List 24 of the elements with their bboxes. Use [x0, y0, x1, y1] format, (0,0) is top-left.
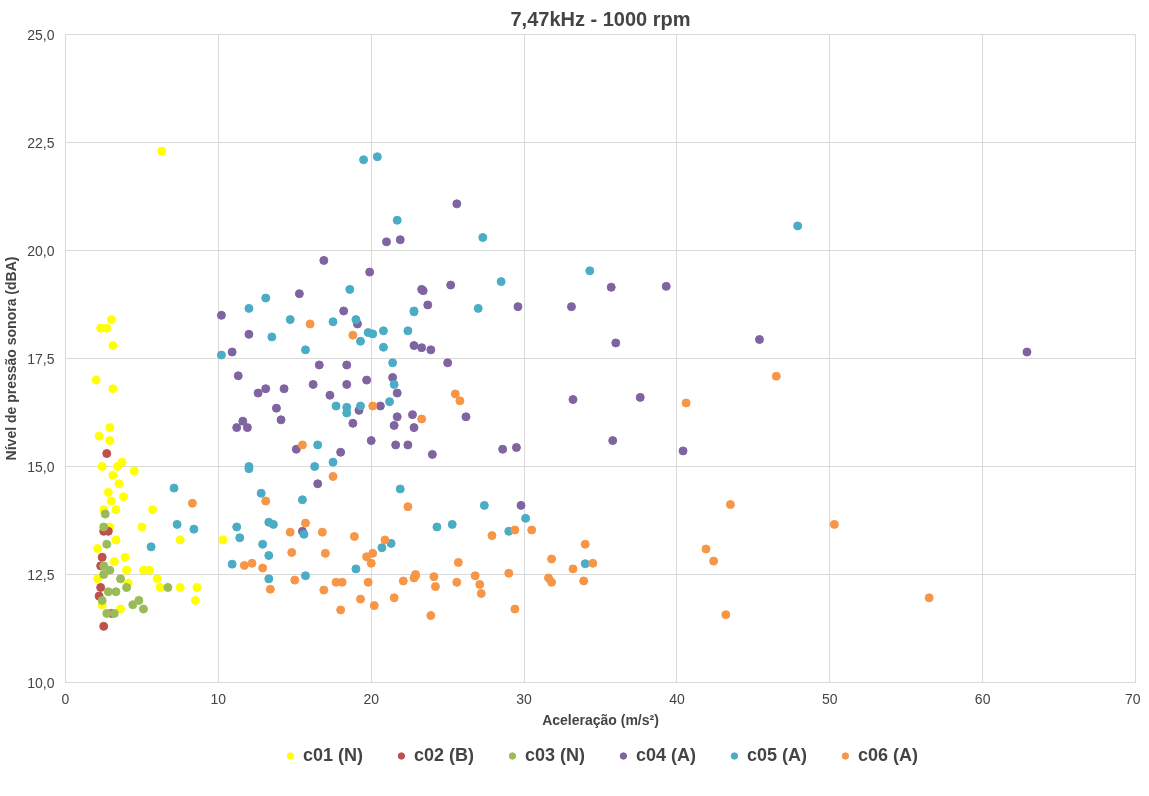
chart-title: 7,47kHz - 1000 rpm	[510, 7, 691, 30]
y-tick-label: 25,0	[27, 26, 55, 43]
x-tick-label: 20	[363, 690, 380, 707]
legend-label: c05 (A)	[747, 744, 808, 766]
y-tick-label: 17,5	[27, 350, 55, 367]
legend-label: c04 (A)	[636, 744, 697, 766]
x-tick-label: 10	[210, 690, 227, 707]
y-tick-label: 15,0	[27, 458, 55, 475]
x-tick-label: 0	[61, 690, 70, 707]
y-tick-label: 10,0	[27, 674, 55, 691]
y-tick-label: 22,5	[27, 134, 55, 151]
y-tick-label: 12,5	[27, 566, 55, 583]
y-axis-title: Nível de pressão sonora (dBA)	[3, 256, 20, 461]
x-tick-label: 30	[516, 690, 533, 707]
x-tick-label: 70	[1124, 690, 1141, 707]
legend-label: c02 (B)	[413, 744, 474, 766]
legend-label: c01 (N)	[302, 744, 363, 766]
y-tick-label: 20,0	[27, 242, 55, 259]
x-axis-title: Aceleração (m/s²)	[542, 711, 659, 728]
legend-label: c06 (A)	[858, 744, 919, 766]
x-tick-label: 60	[974, 690, 991, 707]
legend-label: c03 (N)	[524, 744, 585, 766]
x-tick-label: 40	[669, 690, 685, 707]
x-tick-label: 50	[822, 690, 838, 707]
